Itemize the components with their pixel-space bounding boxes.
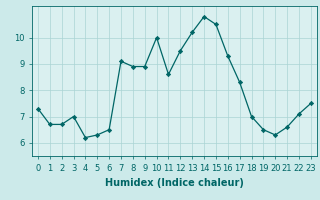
- X-axis label: Humidex (Indice chaleur): Humidex (Indice chaleur): [105, 178, 244, 188]
